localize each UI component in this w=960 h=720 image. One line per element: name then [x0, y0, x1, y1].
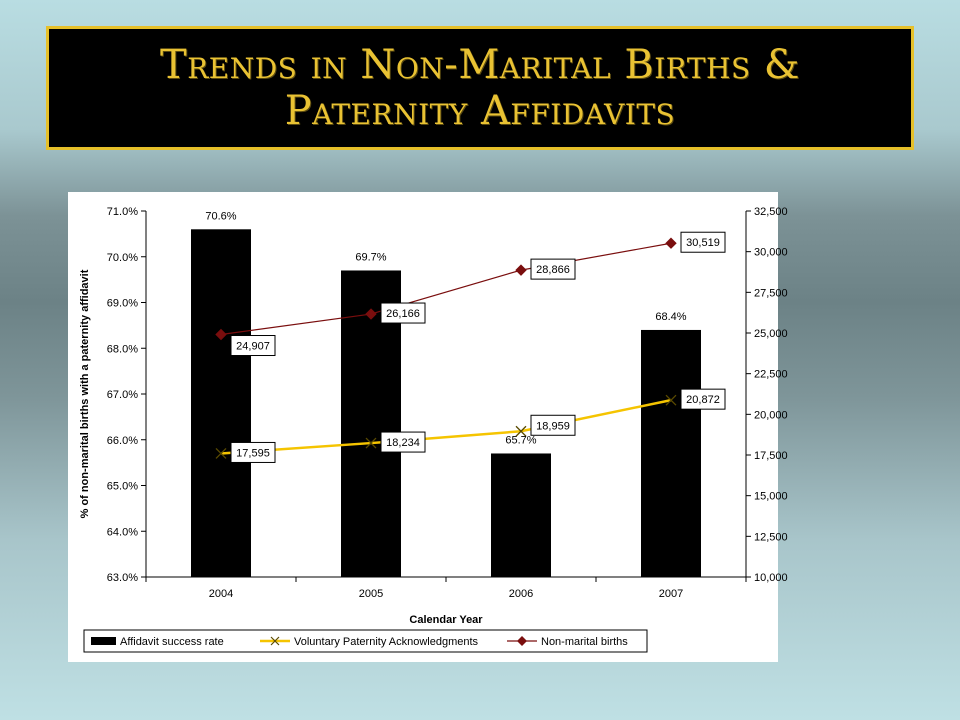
x-tick-label: 2006 [509, 588, 533, 600]
line-label-box [230, 335, 276, 357]
legend-x-marker [270, 636, 280, 646]
legend-label: Non-marital births [541, 636, 628, 648]
diamond-marker [365, 308, 377, 320]
left-tick-label: 70.0% [107, 252, 138, 264]
left-tick-label: 64.0% [107, 526, 138, 538]
line-label-box [230, 441, 276, 463]
line-label-box [680, 388, 726, 410]
line-data-label: 17,595 [236, 447, 270, 459]
line-data-label: 20,872 [686, 394, 720, 406]
right-tick-label: 27,500 [754, 287, 788, 299]
series-line [220, 242, 672, 336]
line-data-label: 28,866 [536, 264, 570, 276]
right-tick-label: 32,500 [754, 206, 788, 218]
right-tick-label: 17,500 [754, 450, 788, 462]
left-tick-label: 69.0% [107, 298, 138, 310]
left-tick-label: 67.0% [107, 389, 138, 401]
line-data-label: 18,959 [536, 420, 570, 432]
right-tick-label: 20,000 [754, 409, 788, 421]
line-label-box [380, 431, 426, 453]
bar-data-label: 68.4% [655, 311, 686, 323]
bar [191, 229, 251, 578]
x-tick-label: 2004 [209, 588, 233, 600]
legend-diamond-marker [517, 636, 527, 646]
x-marker [215, 447, 227, 459]
right-tick-label: 10,000 [754, 572, 788, 584]
left-tick-label: 71.0% [107, 206, 138, 218]
x-marker [665, 394, 677, 406]
page-title: Trends in Non-Marital Births & Paternity… [160, 42, 800, 134]
series-line [220, 398, 672, 455]
right-tick-label: 12,500 [754, 531, 788, 543]
bar-data-label: 65.7% [505, 434, 536, 446]
right-tick-label: 25,000 [754, 328, 788, 340]
line-series [215, 237, 677, 459]
bar-data-label: 69.7% [355, 251, 386, 263]
x-tick-label: 2007 [659, 588, 683, 600]
chart-axes: 63.0% 64.0% 65.0% 66.0% 67.0% 68.0% 69.0% 70.0%… [79, 206, 788, 626]
left-tick-label: 66.0% [107, 435, 138, 447]
left-tick-label: 68.0% [107, 343, 138, 355]
bar-series [191, 229, 701, 578]
line-data-label: 18,234 [386, 437, 420, 449]
left-tick-label: 63.0% [107, 572, 138, 584]
legend-label: Affidavit success rate [120, 636, 224, 648]
diamond-marker [215, 328, 227, 341]
line-label-box [530, 414, 576, 436]
legend-swatch-bar [91, 637, 116, 645]
right-tick-label: 15,000 [754, 491, 788, 503]
x-axis-title: Calendar Year [409, 614, 483, 626]
y-axis-title: % of non-marital births with a paternity… [79, 269, 91, 518]
bar [641, 329, 701, 577]
bar-data-label: 70.6% [205, 210, 236, 222]
line-label-box [380, 302, 426, 324]
line-label-box [680, 231, 726, 253]
title-banner: Trends in Non-Marital Births & Paternity… [46, 26, 914, 150]
x-marker [365, 437, 377, 449]
legend: Affidavit success rate Voluntary Paternit… [83, 629, 648, 653]
right-tick-label: 22,500 [754, 369, 788, 381]
x-tick-label: 2005 [359, 588, 383, 600]
diamond-marker [665, 237, 677, 249]
data-labels: 70.6% 69.7% 65.7% 68.4% 24,907 26,166 28,866 30… [205, 210, 726, 463]
bar [491, 453, 551, 577]
legend-label: Voluntary Paternity Acknowledgments [294, 636, 479, 648]
right-tick-label: 30,000 [754, 247, 788, 259]
legend-box [83, 629, 648, 653]
diamond-marker [515, 264, 527, 276]
left-tick-label: 65.0% [107, 481, 138, 493]
x-marker [515, 425, 527, 437]
line-label-box [530, 258, 576, 280]
line-data-label: 24,907 [236, 341, 270, 353]
line-data-label: 30,519 [686, 237, 720, 249]
line-data-label: 26,166 [386, 308, 420, 320]
